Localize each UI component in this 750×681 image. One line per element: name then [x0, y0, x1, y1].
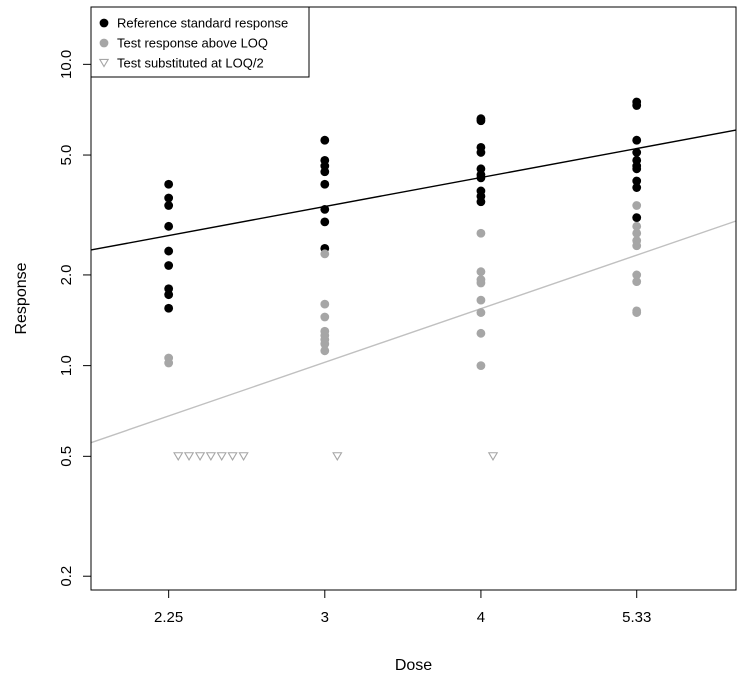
legend-marker-3	[98, 58, 110, 68]
data-point-s3-9	[487, 452, 499, 461]
x-tick-label-2: 3	[321, 609, 329, 626]
data-point-s1-31	[632, 148, 642, 157]
x-axis: 2.25 3 4 5.33	[154, 590, 651, 626]
data-point-s1-14	[320, 179, 330, 189]
data-point-s2-17	[476, 328, 486, 338]
data-point-s2-12	[476, 267, 486, 277]
data-point-s2-15	[476, 295, 486, 305]
data-point-s1-1	[164, 179, 174, 189]
legend-label-1: Reference standard response	[117, 16, 288, 31]
fit-line-1	[90, 129, 737, 251]
y-tick-label-5: 5.0	[58, 145, 75, 166]
data-point-s2-14	[476, 278, 486, 288]
data-point-s2-2	[164, 358, 174, 368]
legend-box	[90, 6, 310, 78]
y-tick-label-6: 10.0	[58, 50, 75, 79]
data-point-s1-35	[632, 176, 642, 186]
data-point-s2-5	[320, 312, 330, 322]
data-point-s1-16	[320, 217, 330, 227]
data-point-s1-36	[632, 183, 642, 192]
data-point-s1-34	[632, 164, 642, 174]
data-point-s2-19	[632, 201, 642, 210]
data-point-s2-11	[476, 228, 486, 238]
data-point-s3-6	[227, 452, 238, 461]
data-point-s2-23	[632, 241, 642, 251]
data-point-s2-9	[320, 339, 330, 349]
y-axis-title: Response	[13, 262, 30, 334]
y-tick-label-3: 1.0	[58, 355, 75, 376]
data-point-s1-21	[476, 148, 486, 157]
x-tick-label-4: 5.33	[622, 609, 651, 626]
fit-line-2	[90, 220, 737, 444]
data-point-s2-24	[632, 270, 642, 280]
data-point-s1-8	[164, 290, 174, 300]
data-point-s2-16	[476, 308, 486, 317]
legend-marker-2	[99, 38, 109, 48]
data-point-s2-21	[632, 228, 642, 238]
data-point-s3-8	[332, 452, 343, 461]
data-point-s1-30	[632, 135, 642, 145]
data-point-s3-5	[216, 452, 227, 461]
data-point-s1-37	[632, 213, 642, 222]
data-point-s2-10	[320, 346, 330, 356]
data-point-s1-15	[320, 205, 330, 214]
data-point-s1-5	[164, 246, 174, 256]
data-point-s1-27	[476, 197, 486, 207]
y-tick-label-4: 2.0	[58, 265, 75, 286]
x-axis-title: Dose	[395, 657, 432, 674]
legend-label-3: Test substituted at LOQ/2	[117, 56, 264, 71]
data-point-s1-4	[164, 221, 174, 231]
data-point-s2-3	[320, 249, 330, 259]
data-point-s2-20	[632, 221, 642, 231]
data-point-s1-13	[320, 167, 330, 177]
data-point-s1-29	[632, 101, 642, 110]
legend-label-2: Test response above LOQ	[117, 36, 268, 51]
legend-marker-1	[99, 18, 109, 28]
y-axis: 0.2 0.5 1.0 2.0 5.0 10.0	[58, 50, 91, 587]
data-point-s3-2	[183, 452, 195, 461]
fit-lines	[90, 129, 737, 444]
x-tick-label-3: 4	[477, 609, 485, 626]
legend: Reference standard response Test response…	[90, 6, 310, 78]
data-point-s3-1	[173, 452, 184, 461]
data-point-s1-9	[164, 303, 174, 313]
data-point-s2-25	[632, 277, 642, 287]
y-tick-label-2: 0.5	[58, 446, 75, 467]
data-point-s1-19	[476, 116, 486, 126]
data-point-s2-27	[632, 308, 642, 317]
x-tick-label-1: 2.25	[154, 609, 183, 626]
data-point-s3-4	[205, 452, 217, 461]
data-point-s2-4	[320, 299, 330, 309]
data-point-s3-7	[238, 452, 249, 461]
data-point-s3-3	[194, 452, 206, 461]
data-point-s1-2	[164, 193, 174, 203]
data-point-s1-10	[320, 135, 330, 145]
data-point-s1-6	[164, 261, 174, 270]
data-point-s2-18	[476, 361, 486, 371]
y-tick-label-1: 0.2	[58, 566, 75, 587]
data-point-s1-24	[476, 173, 486, 183]
plot-border	[90, 6, 737, 591]
data-points	[164, 97, 642, 461]
data-point-s1-3	[164, 201, 174, 210]
